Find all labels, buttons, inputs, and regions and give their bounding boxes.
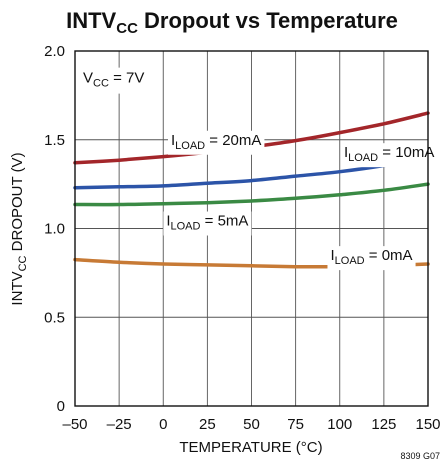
y-tick-label: 1.5: [44, 132, 65, 149]
y-tick-label: 0: [57, 398, 65, 415]
svg-text:ILOAD = 10mA: ILOAD = 10mA: [344, 144, 434, 164]
svg-text:ILOAD = 0mA: ILOAD = 0mA: [330, 247, 412, 267]
y-axis-label: INTVCC DROPOUT (V): [9, 152, 29, 305]
series-label: ILOAD = 0mA: [327, 246, 416, 271]
x-tick-label: 50: [243, 416, 260, 433]
x-tick-label: –25: [107, 416, 132, 433]
x-tick-label: 150: [415, 416, 440, 433]
svg-text:ILOAD = 5mA: ILOAD = 5mA: [166, 213, 248, 233]
y-tick-labels: 0 0.5 1.0 1.5 2.0: [44, 43, 65, 415]
plot-frame: [74, 50, 429, 407]
x-tick-label: 125: [371, 416, 396, 433]
y-tick-label: 2.0: [44, 43, 65, 60]
x-tick-label: 25: [199, 416, 216, 433]
y-tick-label: 0.5: [44, 309, 65, 326]
figure-code: 8309 G07: [400, 451, 440, 461]
grid: [75, 51, 428, 406]
series-label: ILOAD = 20mA: [167, 130, 265, 155]
series-label: ILOAD = 10mA: [340, 143, 438, 168]
svg-text:ILOAD = 20mA: ILOAD = 20mA: [171, 132, 261, 152]
series-label: ILOAD = 5mA: [163, 211, 252, 236]
x-axis-label: TEMPERATURE (°C): [179, 439, 322, 456]
series-line: [73, 155, 430, 190]
condition-label: VCC = 7V: [83, 70, 144, 90]
x-tick-label: 0: [159, 416, 167, 433]
y-tick-label: 1.0: [44, 221, 65, 238]
series-labels: ILOAD = 20mA ILOAD = 10mA ILOAD = 5mA ILOAD…: [163, 130, 438, 271]
x-tick-label: –50: [62, 416, 87, 433]
condition-annotation: VCC = 7V: [79, 67, 149, 94]
series-line: [73, 182, 430, 207]
x-tick-label: 100: [327, 416, 352, 433]
x-tick-label: 75: [287, 416, 304, 433]
x-tick-labels: –50 –25 0 25 50 75 100 125 150: [62, 416, 440, 433]
chart-title: INTVCC Dropout vs Temperature: [66, 8, 398, 37]
